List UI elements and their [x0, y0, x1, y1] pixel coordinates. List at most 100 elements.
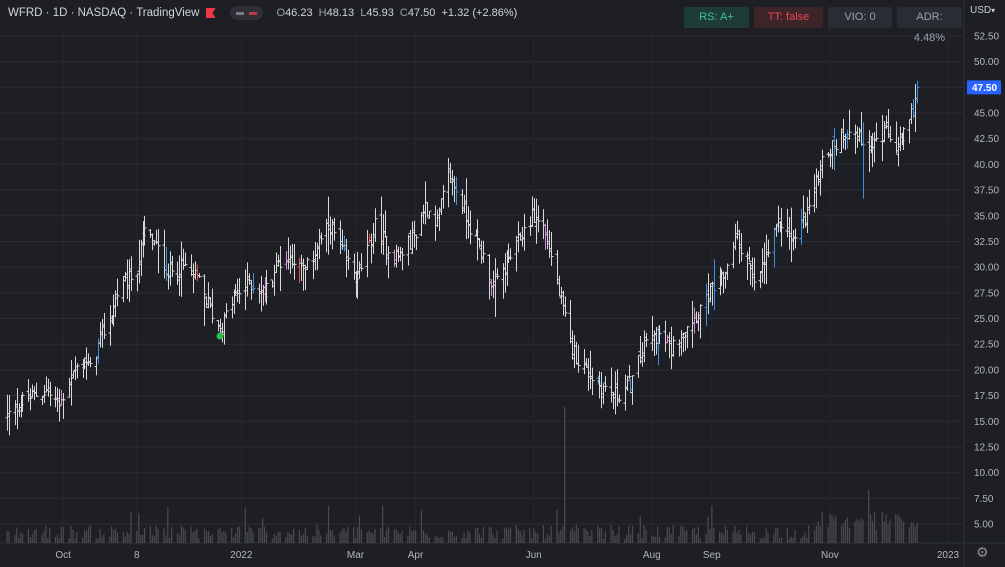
volume-bar — [542, 525, 545, 543]
volume-bar — [74, 538, 76, 543]
ohlc-bar — [48, 381, 53, 407]
ohlc-bar — [617, 394, 622, 403]
volume-bar — [331, 530, 333, 543]
volume-bar — [616, 534, 618, 543]
volume-bar — [289, 533, 291, 543]
volume-bar — [624, 538, 626, 543]
volume-bar — [314, 536, 316, 543]
volume-bar — [436, 535, 438, 543]
volume-bar — [287, 532, 289, 543]
volume-bar — [264, 526, 266, 543]
ohlc-bar — [57, 389, 62, 422]
volume-bar — [347, 526, 349, 543]
volume-bar — [761, 538, 763, 543]
volume-bar — [726, 529, 728, 543]
volume-bar — [494, 537, 496, 543]
volume-bar — [870, 514, 872, 543]
volume-bar — [372, 533, 374, 543]
volume-bar — [887, 524, 889, 543]
volume-bar — [597, 525, 599, 543]
volume-bar — [14, 534, 16, 543]
symbol-title[interactable]: WFRD · 1D · NASDAQ · TradingView — [8, 7, 200, 19]
currency-selector[interactable]: USD▾ — [970, 5, 995, 16]
volume-bar — [587, 531, 589, 543]
y-tick-label: 5.00 — [974, 520, 994, 531]
volume-bar — [236, 526, 239, 543]
swing-low-marker — [216, 332, 224, 340]
volume-bar — [41, 535, 43, 543]
volume-bar — [411, 531, 413, 543]
volume-bar — [643, 525, 645, 543]
volume-bar — [112, 530, 115, 543]
volume-bar — [136, 530, 138, 543]
volume-bar — [848, 528, 850, 543]
y-tick-label: 32.50 — [974, 237, 999, 248]
volume-bar — [198, 538, 200, 543]
tt-badge: TT: false — [754, 7, 823, 28]
gear-icon[interactable]: ⚙ — [976, 544, 989, 560]
volume-bar — [279, 531, 281, 543]
ohlc-bar — [739, 233, 744, 262]
volume-bar — [157, 528, 159, 543]
ohlc-bar — [454, 176, 459, 206]
volume-bar — [558, 532, 560, 543]
ohlc-bar — [657, 324, 662, 345]
volume-bar — [356, 526, 359, 543]
volume-bar — [413, 530, 415, 543]
volume-bar — [682, 525, 684, 543]
volume-bar — [205, 531, 208, 543]
volume-bar — [533, 528, 535, 543]
x-tick-label: 2023 — [937, 550, 960, 561]
volume-bar — [585, 529, 587, 543]
ohlc-bar — [88, 357, 93, 368]
x-tick-label: Nov — [821, 550, 839, 561]
volume-bar — [16, 527, 18, 543]
volume-bar — [273, 533, 275, 543]
volume-bar — [668, 526, 670, 543]
ohlc-bar — [901, 126, 906, 151]
volume-bar — [571, 526, 574, 543]
flag-icon[interactable] — [206, 8, 216, 18]
ohlc-bar — [197, 273, 202, 278]
volume-bar — [556, 509, 558, 543]
volume-bar — [420, 510, 423, 543]
volume-bar — [504, 528, 506, 543]
volume-bar — [312, 535, 314, 543]
ohlc-bar — [712, 259, 717, 311]
volume-bar — [842, 523, 845, 543]
volume-bar — [490, 527, 492, 543]
volume-bar — [748, 533, 750, 543]
volume-bar — [451, 531, 454, 543]
visibility-toggle[interactable] — [229, 6, 263, 20]
volume-bar — [780, 537, 783, 543]
chart-header: WFRD · 1D · NASDAQ · TradingView O46.23 … — [8, 4, 517, 22]
volume-bar — [705, 534, 707, 543]
volume-bar — [833, 518, 835, 543]
volume-bar — [171, 527, 173, 543]
adr-badge: ADR: 4.48% — [897, 7, 962, 44]
volume-bar — [827, 527, 829, 543]
x-tick-label: Mar — [347, 550, 365, 561]
ohlc-bar — [725, 263, 730, 280]
volume-bar — [815, 525, 818, 543]
volume-bar — [657, 526, 659, 543]
volume-bar — [476, 527, 479, 543]
volume-bar — [426, 534, 428, 543]
ohlc-bar — [793, 228, 798, 249]
ohlc-bar — [319, 232, 324, 245]
volume-bar — [478, 534, 481, 543]
volume-bar — [531, 537, 533, 543]
y-tick-label: 50.00 — [974, 57, 999, 68]
volume-bar — [794, 529, 796, 543]
volume-bar — [786, 527, 788, 543]
volume-bar — [302, 534, 304, 543]
ohlc-bar — [346, 249, 351, 270]
volume-bar — [397, 532, 399, 543]
volume-bar — [618, 526, 620, 543]
volume-bar — [165, 535, 167, 543]
volume-bar — [614, 535, 616, 543]
ohlc-bar — [603, 376, 608, 392]
volume-bar — [808, 525, 810, 543]
volume-bar — [246, 531, 248, 543]
